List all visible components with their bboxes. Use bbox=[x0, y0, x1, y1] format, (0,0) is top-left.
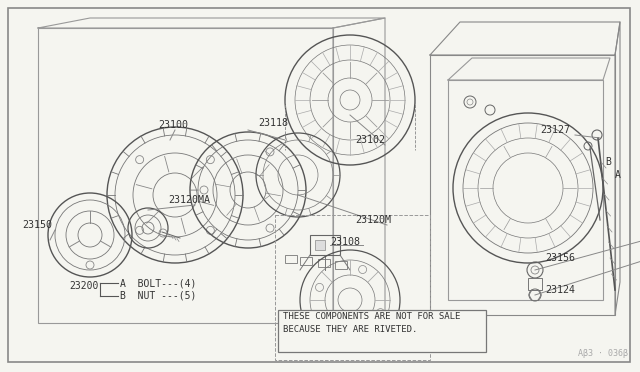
Text: 23102: 23102 bbox=[355, 135, 385, 145]
Bar bbox=[285, 255, 297, 263]
Bar bbox=[310, 235, 340, 255]
Text: THESE COMPONENTS ARE NOT FOR SALE
BECAUSE THEY ARE RIVETED.: THESE COMPONENTS ARE NOT FOR SALE BECAUS… bbox=[283, 312, 460, 334]
Text: 23124: 23124 bbox=[545, 285, 575, 295]
Text: 23118: 23118 bbox=[258, 118, 288, 128]
Text: 23127: 23127 bbox=[540, 125, 570, 135]
Bar bbox=[335, 261, 347, 269]
Bar bbox=[300, 257, 312, 265]
Bar bbox=[315, 240, 325, 250]
Text: A: A bbox=[615, 170, 621, 180]
Text: B: B bbox=[605, 157, 611, 167]
Text: A  BOLT---(4): A BOLT---(4) bbox=[120, 278, 196, 288]
Text: 23150: 23150 bbox=[22, 220, 52, 230]
Bar bbox=[38, 28, 333, 323]
Text: 23120M: 23120M bbox=[355, 215, 391, 225]
Text: 23108: 23108 bbox=[330, 237, 360, 247]
Bar bbox=[278, 310, 486, 352]
Bar bbox=[318, 259, 330, 267]
Bar bbox=[275, 215, 430, 360]
Text: 23156: 23156 bbox=[545, 253, 575, 263]
Bar bbox=[448, 80, 603, 300]
Bar bbox=[528, 278, 542, 290]
Text: 23120MA: 23120MA bbox=[168, 195, 210, 205]
Bar bbox=[430, 55, 615, 315]
Text: 23100: 23100 bbox=[158, 120, 188, 130]
Text: 23200: 23200 bbox=[69, 281, 99, 291]
Text: Aβ3 · 036β: Aβ3 · 036β bbox=[578, 349, 628, 358]
Text: B  NUT ---(5): B NUT ---(5) bbox=[120, 291, 196, 301]
